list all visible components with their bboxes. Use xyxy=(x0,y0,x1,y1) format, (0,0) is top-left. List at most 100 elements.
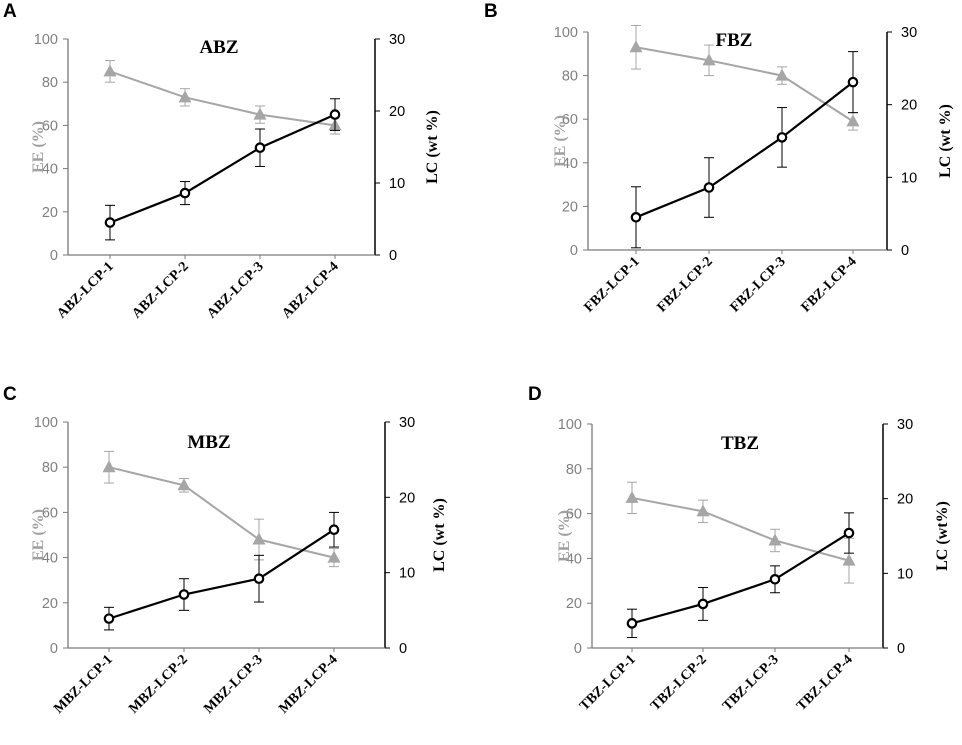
left-tick-label: 80 xyxy=(42,75,58,91)
left-tick-label: 100 xyxy=(558,417,582,433)
left-tick-label: 20 xyxy=(42,205,58,221)
right-tick-label: 30 xyxy=(897,417,913,433)
lc-point-marker xyxy=(104,217,116,228)
ee-series-line xyxy=(108,466,335,559)
left-tick-label: 20 xyxy=(562,199,578,215)
right-axis-title: LC (wt %) xyxy=(937,104,954,178)
ee-point-marker xyxy=(102,460,116,473)
x-category-label: TBZ-LCP-3 xyxy=(720,652,782,714)
right-tick-label: 10 xyxy=(389,176,405,192)
panel-letter: A xyxy=(3,1,17,22)
right-tick-label: 20 xyxy=(399,490,415,506)
lc-series-line xyxy=(108,528,335,620)
left-tick-label: 60 xyxy=(42,118,58,134)
left-tick-label: 20 xyxy=(42,596,58,612)
lc-point-marker xyxy=(843,527,855,539)
right-tick-label: 0 xyxy=(399,641,407,657)
ee-point-marker xyxy=(768,533,782,546)
left-tick-label: 0 xyxy=(570,243,578,259)
chart-title: FBZ xyxy=(716,30,753,51)
ee-point-marker xyxy=(842,553,856,566)
left-tick-label: 0 xyxy=(50,641,58,657)
ee-point-marker xyxy=(696,504,710,517)
left-tick-label: 60 xyxy=(42,505,58,521)
x-category-label: MBZ-LCP-2 xyxy=(126,652,191,717)
left-tick-label: 60 xyxy=(566,507,582,523)
right-tick-label: 10 xyxy=(901,170,917,186)
ee-point-marker xyxy=(775,68,789,81)
left-tick-label: 80 xyxy=(562,69,578,85)
lc-point-marker xyxy=(847,76,859,88)
left-tick-label: 20 xyxy=(566,596,582,612)
chart-title: ABZ xyxy=(199,37,238,58)
lc-point-marker xyxy=(630,212,642,223)
right-axis-title: LC (wt %) xyxy=(431,498,448,572)
right-tick-label: 30 xyxy=(389,32,405,48)
right-tick-label: 20 xyxy=(901,98,917,114)
ee-point-marker xyxy=(103,64,117,77)
x-category-label: ABZ-LCP-3 xyxy=(205,259,267,321)
x-category-label: ABZ-LCP-1 xyxy=(55,259,117,321)
lc-point-marker xyxy=(254,142,266,154)
ee-point-marker xyxy=(177,478,191,491)
right-tick-label: 30 xyxy=(901,25,917,41)
lc-series-line xyxy=(635,81,854,219)
ee-point-marker xyxy=(178,90,192,103)
left-axis-title: EE (%) xyxy=(30,121,47,173)
left-tick-label: 40 xyxy=(562,156,578,172)
lc-point-marker xyxy=(328,524,340,536)
ee-point-marker xyxy=(253,107,267,120)
lc-series-line xyxy=(109,113,336,224)
x-category-label: FBZ-LCP-4 xyxy=(799,254,860,315)
panel-letter: B xyxy=(484,1,498,22)
lc-point-marker xyxy=(703,182,715,193)
right-tick-label: 30 xyxy=(399,415,415,431)
left-tick-label: 80 xyxy=(42,460,58,476)
left-axis-title: EE (%) xyxy=(30,509,47,561)
x-category-label: TBZ-LCP-4 xyxy=(794,652,856,714)
x-category-label: TBZ-LCP-2 xyxy=(648,652,710,714)
right-tick-label: 10 xyxy=(897,566,913,582)
panel-letter: D xyxy=(528,384,542,405)
left-tick-label: 80 xyxy=(566,462,582,478)
ee-point-marker xyxy=(625,490,639,503)
panel-letter: C xyxy=(3,384,17,405)
chart-title: MBZ xyxy=(187,432,230,453)
lc-point-marker xyxy=(179,187,191,199)
ee-series-line xyxy=(635,46,854,123)
lc-point-marker xyxy=(697,598,709,610)
ee-point-marker xyxy=(702,53,716,66)
x-category-label: TBZ-LCP-1 xyxy=(577,652,639,714)
right-tick-label: 0 xyxy=(901,243,909,259)
right-axis-title: LC (wt%) xyxy=(934,501,951,571)
x-category-label: FBZ-LCP-1 xyxy=(582,254,643,315)
left-tick-label: 40 xyxy=(42,551,58,567)
left-tick-label: 40 xyxy=(42,162,58,178)
chart-title: TBZ xyxy=(721,433,759,454)
left-axis-title: EE (%) xyxy=(552,115,569,167)
left-axis-title: EE (%) xyxy=(556,510,573,562)
x-category-label: FBZ-LCP-3 xyxy=(728,254,789,315)
lc-point-marker xyxy=(776,132,788,143)
left-tick-label: 40 xyxy=(566,551,582,567)
left-tick-label: 100 xyxy=(34,32,58,48)
x-category-label: FBZ-LCP-2 xyxy=(655,254,716,315)
x-category-label: MBZ-LCP-1 xyxy=(51,652,116,717)
lc-point-marker xyxy=(626,618,638,629)
left-tick-label: 0 xyxy=(50,248,58,264)
ee-point-marker xyxy=(629,40,643,53)
ee-point-marker xyxy=(327,550,341,563)
right-tick-label: 20 xyxy=(897,492,913,508)
right-tick-label: 0 xyxy=(897,641,905,657)
lc-point-marker xyxy=(329,109,341,120)
x-category-label: ABZ-LCP-2 xyxy=(130,259,192,321)
ee-series-line xyxy=(631,496,850,562)
right-tick-label: 10 xyxy=(399,566,415,582)
lc-point-marker xyxy=(178,589,190,600)
x-category-label: ABZ-LCP-4 xyxy=(280,259,342,321)
